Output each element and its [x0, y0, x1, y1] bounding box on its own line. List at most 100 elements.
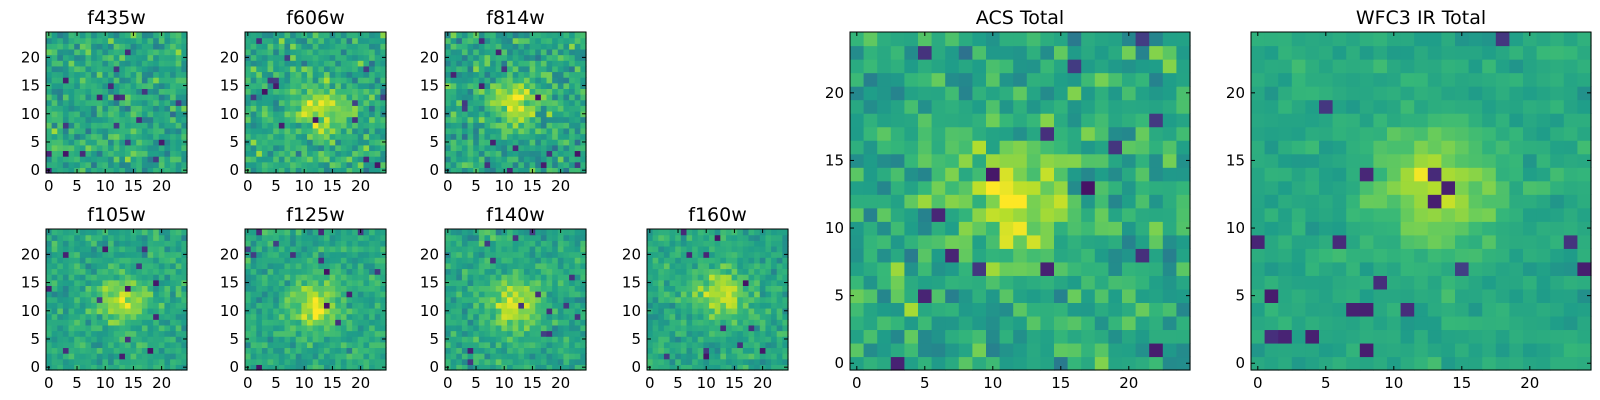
heatmap-cell [164, 268, 171, 275]
heatmap-cell [256, 60, 263, 67]
heatmap-cell [495, 291, 502, 298]
heatmap-cell [1026, 248, 1041, 263]
heatmap-cell [737, 330, 744, 337]
heatmap-cell [569, 313, 576, 320]
heatmap-cell [380, 257, 387, 264]
heatmap-cell [1054, 329, 1069, 344]
heatmap-cell [147, 65, 154, 73]
heatmap-cell [318, 77, 325, 84]
heatmap-cell [512, 229, 519, 236]
heatmap-cell [945, 194, 960, 209]
heatmap-cell [467, 127, 474, 135]
heatmap-cell [776, 358, 783, 365]
heatmap-cell [380, 245, 387, 253]
heatmap-cell [529, 144, 536, 152]
heatmap-cell [164, 161, 171, 168]
heatmap-cell [301, 82, 308, 89]
heatmap-cell [245, 116, 252, 123]
heatmap-cell [945, 207, 960, 222]
heatmap-cell [301, 133, 308, 140]
heatmap-cell [158, 330, 166, 337]
heatmap-cell [754, 330, 761, 337]
heatmap-cell [346, 364, 353, 371]
heatmap-cell [1067, 221, 1082, 236]
heatmap-cell [278, 94, 286, 101]
heatmap-cell [295, 116, 302, 123]
heatmap-cell [467, 341, 474, 349]
heatmap-cell [535, 54, 542, 61]
heatmap-cell [495, 116, 502, 123]
heatmap-cell [340, 77, 348, 84]
heatmap-cell [57, 71, 64, 78]
heatmap-cell [46, 116, 53, 123]
heatmap-cell [136, 234, 143, 241]
heatmap-cell [85, 71, 92, 78]
heatmap-cell [478, 122, 486, 129]
heatmap-cell [518, 144, 525, 152]
heatmap-cell [647, 274, 654, 281]
heatmap-cell [686, 296, 693, 303]
heatmap-cell [91, 302, 98, 309]
heatmap-cell [380, 133, 387, 140]
heatmap-cell [102, 313, 109, 320]
heatmap-cell [478, 257, 486, 264]
heatmap-cell [250, 279, 257, 286]
heatmap-cell [323, 319, 331, 326]
heatmap-cell [318, 71, 325, 78]
heatmap-cell [563, 274, 570, 281]
heatmap-cell [945, 180, 960, 195]
heatmap-cell [363, 364, 370, 371]
heatmap-cell [450, 161, 457, 168]
heatmap-cell [569, 133, 576, 140]
heatmap-cell [945, 329, 960, 344]
heatmap-cell [495, 296, 502, 303]
heatmap-cell [697, 234, 704, 241]
heatmap-cell [1176, 261, 1191, 276]
heatmap-cell [352, 105, 359, 112]
heatmap-cell [748, 347, 755, 354]
heatmap-cell [141, 127, 149, 135]
heatmap-cell [714, 262, 721, 270]
heatmap-cell [284, 268, 291, 275]
heatmap-cell [108, 156, 115, 163]
heatmap-cell [535, 156, 542, 163]
heatmap-cell [91, 274, 98, 281]
heatmap-cell [124, 229, 132, 236]
heatmap-cell [731, 262, 738, 270]
heatmap-cell [136, 48, 143, 56]
heatmap-cell [79, 268, 87, 275]
heatmap-cell [136, 144, 143, 152]
heatmap-cell [335, 229, 342, 236]
heatmap-cell [85, 88, 92, 95]
heatmap-cell [540, 99, 548, 106]
heatmap-cell [307, 37, 314, 44]
heatmap-cell [1122, 342, 1137, 358]
heatmap-cell [450, 229, 457, 236]
heatmap-cell [958, 180, 973, 195]
heatmap-cell [369, 341, 376, 349]
heatmap-cell [467, 156, 474, 163]
heatmap-cell [51, 48, 58, 56]
heatmap-cell [102, 251, 109, 258]
heatmap-cell [136, 274, 143, 281]
heatmap-cell [164, 48, 171, 56]
heatmap-cell [518, 82, 525, 89]
heatmap-cell [312, 116, 319, 123]
heatmap-cell [158, 139, 166, 146]
heatmap-cell [158, 43, 166, 50]
heatmap-cell [529, 116, 536, 123]
heatmap-cell [318, 116, 325, 123]
heatmap-cell [181, 358, 188, 365]
heatmap-cell [164, 347, 171, 354]
heatmap-cell [57, 245, 64, 253]
heatmap-cell [245, 88, 252, 95]
heatmap-cell [329, 144, 336, 152]
heatmap-cell [703, 324, 710, 332]
heatmap-cell [119, 358, 126, 365]
heatmap-cell [580, 268, 587, 275]
heatmap-cell [245, 319, 252, 326]
heatmap-cell [352, 353, 359, 360]
heatmap-cell [181, 43, 188, 50]
heatmap-cell [261, 99, 269, 106]
heatmap-cell [720, 330, 727, 337]
